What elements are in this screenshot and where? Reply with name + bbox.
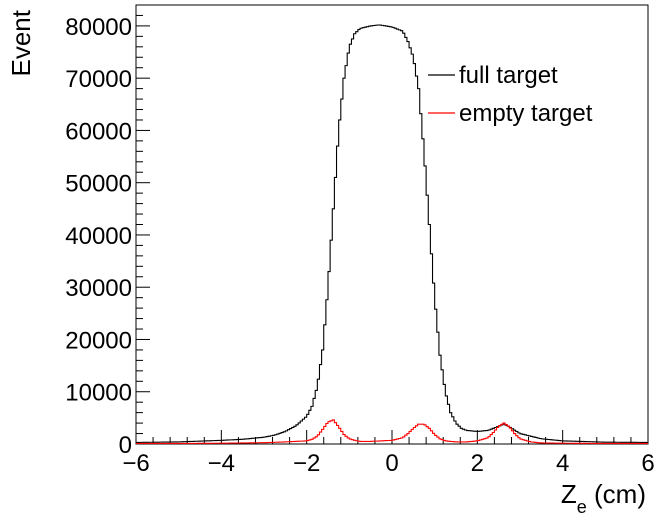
x-tick-label: −4 xyxy=(208,450,235,477)
x-tick-label: 6 xyxy=(641,450,654,477)
y-tick-label: 40000 xyxy=(65,223,132,250)
series-line-empty-target xyxy=(136,419,648,445)
y-tick-label: 10000 xyxy=(65,380,132,407)
legend-label-empty-target: empty target xyxy=(459,100,593,127)
legend: full target empty target xyxy=(428,62,593,127)
x-tick-label: −6 xyxy=(122,450,149,477)
legend-label-full-target: full target xyxy=(459,62,558,89)
y-tick-label: 20000 xyxy=(65,327,132,354)
x-axis-title: Ze (cm) xyxy=(561,479,646,515)
x-axis-title-rest: (cm) xyxy=(587,479,646,509)
y-tick-label: 70000 xyxy=(65,66,132,93)
y-tick-label: 60000 xyxy=(65,118,132,145)
tick-labels: −6 −4 −2 0 2 4 6 0 10000 20000 30000 40000 50000 6000… xyxy=(65,14,654,477)
x-axis-title-main: Z xyxy=(561,479,577,509)
y-tick-label: 30000 xyxy=(65,275,132,302)
x-tick-label: 4 xyxy=(556,450,569,477)
y-tick-label: 80000 xyxy=(65,14,132,41)
x-tick-label: −2 xyxy=(293,450,320,477)
axis-ticks xyxy=(135,4,649,445)
x-axis-title-subscript: e xyxy=(577,497,587,515)
x-tick-label: 0 xyxy=(385,450,398,477)
x-tick-label: 2 xyxy=(471,450,484,477)
y-axis-title: Event xyxy=(6,9,36,76)
plot-frame xyxy=(135,4,649,445)
y-tick-label: 0 xyxy=(119,432,132,459)
series-layer xyxy=(136,24,648,445)
series-line-full-target xyxy=(136,24,648,443)
y-tick-label: 50000 xyxy=(65,171,132,198)
